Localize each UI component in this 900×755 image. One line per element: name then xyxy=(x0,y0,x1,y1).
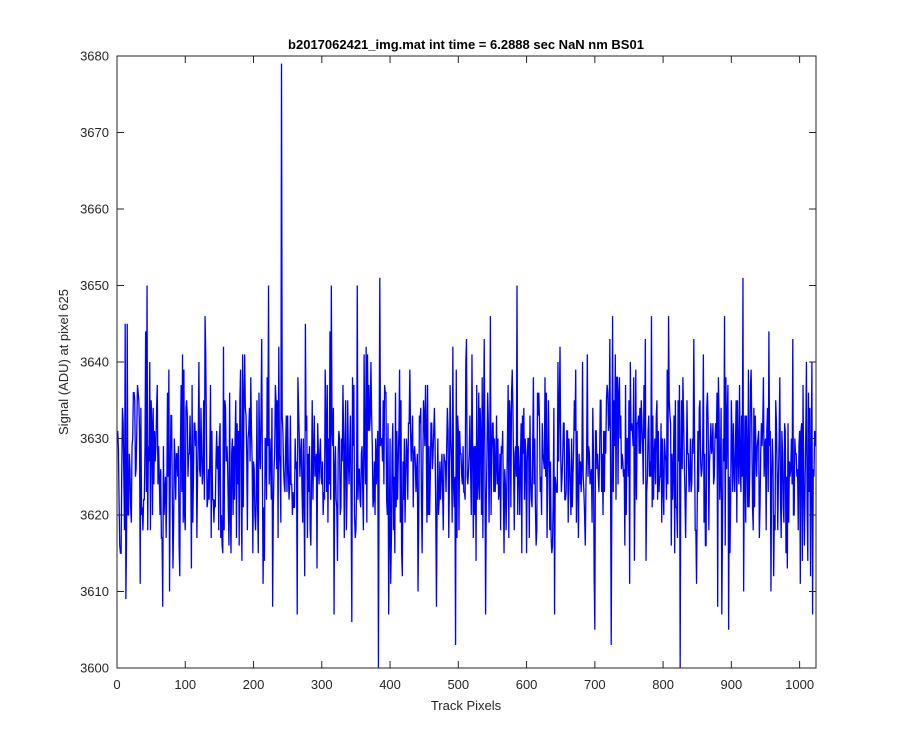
x-tick-label: 1000 xyxy=(785,677,814,692)
x-tick-label: 600 xyxy=(516,677,538,692)
x-axis-label: Track Pixels xyxy=(431,698,502,713)
x-tick-label: 100 xyxy=(174,677,196,692)
x-tick-label: 400 xyxy=(379,677,401,692)
x-tick-label: 700 xyxy=(584,677,606,692)
x-tick-label: 500 xyxy=(447,677,469,692)
axes: 0 100 200 300 400 500 600 700 800 900 1000 3600 3610… xyxy=(80,49,817,692)
series-line xyxy=(117,63,816,668)
y-tick-label: 3680 xyxy=(80,49,109,64)
x-tick-label: 200 xyxy=(243,677,265,692)
y-tick-label: 3600 xyxy=(80,661,109,676)
x-tick-label: 800 xyxy=(652,677,674,692)
y-axis-label: Signal (ADU) at pixel 625 xyxy=(56,289,71,435)
data-layer xyxy=(117,63,816,668)
y-tick-label: 3640 xyxy=(80,355,109,370)
y-tick-label: 3620 xyxy=(80,508,109,523)
y-tick-label: 3610 xyxy=(80,584,109,599)
y-tick-label: 3660 xyxy=(80,202,109,217)
chart-title: b2017062421_img.mat int time = 6.2888 se… xyxy=(288,37,644,52)
x-tick-label: 0 xyxy=(113,677,120,692)
y-tick-label: 3630 xyxy=(80,431,109,446)
y-tick-label: 3650 xyxy=(80,278,109,293)
x-tick-label: 900 xyxy=(721,677,743,692)
x-tick-label: 300 xyxy=(311,677,333,692)
y-tick-label: 3670 xyxy=(80,125,109,140)
